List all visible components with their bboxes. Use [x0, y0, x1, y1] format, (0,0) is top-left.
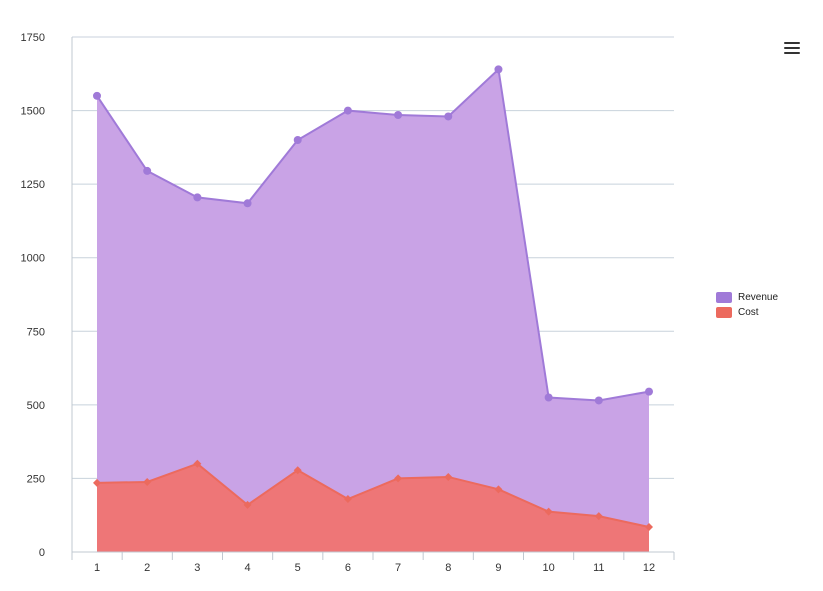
- y-tick-label: 250: [27, 473, 45, 485]
- legend-item-cost[interactable]: Cost: [716, 305, 778, 320]
- x-tick-label: 12: [643, 562, 655, 574]
- x-tick-label: 6: [345, 562, 351, 574]
- x-tick-label: 7: [395, 562, 401, 574]
- data-point-cost: [394, 474, 403, 483]
- data-point-revenue: [494, 65, 503, 74]
- data-point-cost: [444, 472, 453, 481]
- data-point-cost: [143, 477, 152, 486]
- data-point-cost: [343, 495, 352, 504]
- legend-item-revenue[interactable]: Revenue: [716, 290, 778, 305]
- data-point-cost: [645, 522, 653, 531]
- legend-label-cost: Cost: [738, 307, 759, 318]
- data-point-revenue: [143, 166, 152, 175]
- y-tick-label: 1000: [21, 253, 45, 265]
- x-tick-label: 11: [593, 562, 604, 574]
- legend-swatch-revenue: [716, 292, 732, 303]
- data-point-cost: [243, 500, 252, 509]
- menu-line: [784, 52, 800, 54]
- area-fill-cost: [97, 463, 649, 552]
- data-point-revenue: [293, 136, 302, 144]
- data-point-revenue: [394, 110, 403, 119]
- x-tick-label: 10: [543, 562, 555, 574]
- data-point-revenue: [594, 396, 603, 405]
- x-tick-label: 4: [244, 562, 250, 574]
- y-tick-label: 1500: [21, 106, 45, 118]
- data-point-revenue: [93, 91, 101, 100]
- series-line-revenue: [96, 67, 650, 402]
- hamburger-menu-icon[interactable]: [780, 38, 804, 58]
- x-tick-label: 9: [495, 562, 501, 574]
- data-point-cost: [494, 485, 503, 494]
- x-tick-label: 1: [94, 562, 100, 574]
- legend: Revenue Cost: [716, 290, 778, 320]
- x-tick-label: 5: [295, 562, 301, 574]
- data-point-revenue: [193, 193, 202, 202]
- menu-line: [784, 47, 800, 49]
- data-point-cost: [594, 512, 603, 521]
- y-tick-label: 0: [39, 547, 45, 559]
- legend-label-revenue: Revenue: [738, 292, 779, 303]
- series-line-cost: [96, 462, 650, 528]
- data-point-revenue: [444, 112, 453, 121]
- data-point-cost: [93, 478, 101, 487]
- y-tick-label: 1750: [21, 32, 45, 44]
- y-tick-label: 500: [27, 400, 45, 412]
- data-point-cost: [544, 507, 553, 516]
- data-point-cost: [293, 466, 302, 475]
- x-tick-label: 3: [194, 562, 200, 574]
- x-tick-label: 8: [445, 562, 451, 574]
- data-point-revenue: [343, 106, 352, 115]
- y-tick-label: 750: [27, 326, 45, 338]
- data-point-revenue: [243, 199, 252, 208]
- area-fill-revenue: [97, 69, 649, 552]
- data-point-revenue: [544, 393, 553, 402]
- menu-line: [784, 42, 800, 44]
- legend-swatch-cost: [716, 307, 732, 318]
- data-point-revenue: [645, 387, 653, 396]
- y-tick-label: 1250: [21, 179, 45, 191]
- x-tick-label: 2: [144, 562, 150, 574]
- data-point-cost: [193, 459, 202, 468]
